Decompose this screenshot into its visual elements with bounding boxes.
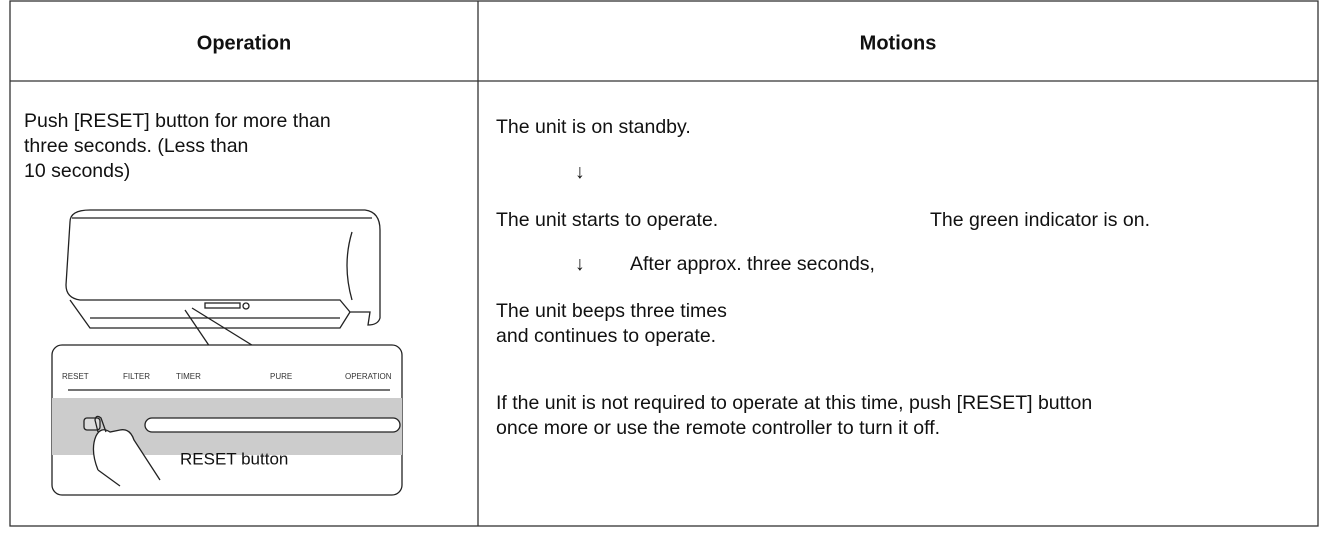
header-cell: Operation: [197, 32, 291, 54]
operation-text: three seconds. (Less than: [24, 135, 248, 157]
operation-text: 10 seconds): [24, 160, 130, 182]
motion-text: The unit starts to operate.: [496, 209, 718, 231]
unit-illustration: [51, 209, 403, 496]
motion-text: The green indicator is on.: [930, 209, 1150, 231]
motion-text: After approx. three seconds,: [630, 253, 875, 275]
panel-label: PURE: [270, 372, 292, 381]
motion-text: once more or use the remote controller t…: [496, 417, 940, 439]
motion-text: The unit beeps three times: [496, 300, 727, 322]
motion-text: The unit is on standby.: [496, 116, 691, 138]
table-borders: [9, 0, 1319, 527]
operation-text: Push [RESET] button for more than: [24, 110, 331, 132]
callout: RESET button: [180, 449, 288, 468]
motion-text: If the unit is not required to operate a…: [496, 392, 1092, 414]
arrow: ↓: [575, 253, 585, 275]
panel-label: TIMER: [176, 372, 201, 381]
panel-label: FILTER: [123, 372, 150, 381]
motion-text: and continues to operate.: [496, 325, 716, 347]
panel-label: OPERATION: [345, 372, 392, 381]
header-cell: Motions: [860, 32, 937, 54]
arrow: ↓: [575, 161, 585, 183]
panel-label: RESET: [62, 372, 89, 381]
